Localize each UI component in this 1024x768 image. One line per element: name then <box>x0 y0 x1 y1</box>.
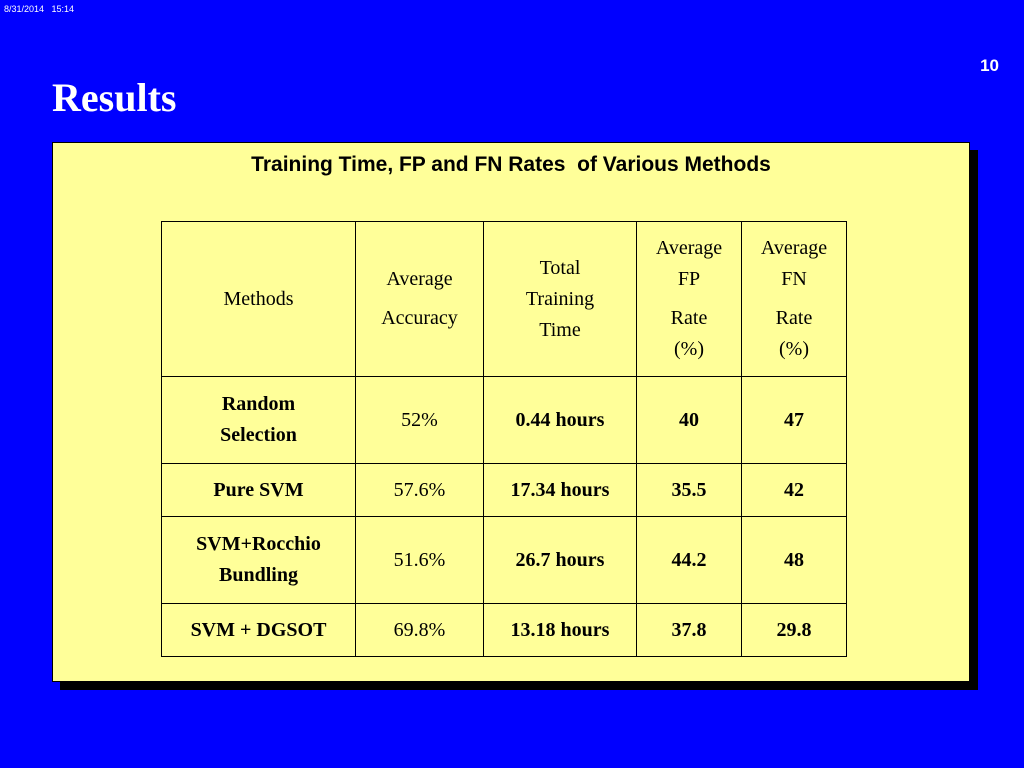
cell-accuracy: 51.6% <box>355 516 484 604</box>
cell-fp-rate: 35.5 <box>636 463 742 517</box>
table-header-row: Methods Average Accuracy Total Training … <box>161 221 847 377</box>
cell-fn-rate: 48 <box>741 516 847 604</box>
header-time-line3: Time <box>539 318 581 341</box>
panel-caption: Training Time, FP and FN Rates of Variou… <box>251 153 771 176</box>
header-time-line2: Training <box>525 287 595 310</box>
cell-training-time: 26.7 hours <box>483 516 637 604</box>
cell-fn-rate: 29.8 <box>741 603 847 657</box>
cell-fn-rate: 47 <box>741 376 847 464</box>
header-time-line1: Total <box>539 256 581 279</box>
header-accuracy-line2: Accuracy <box>381 307 458 329</box>
header-accuracy: Average Accuracy <box>355 221 484 377</box>
cell-accuracy: 69.8% <box>355 603 484 657</box>
table-row: SVM + DGSOT 69.8% 13.18 hours 37.8 29.8 <box>161 603 847 657</box>
header-methods: Methods <box>161 221 356 377</box>
header-fn-line2: FN <box>781 268 807 290</box>
cell-method: SVM + DGSOT <box>161 603 356 657</box>
cell-method: SVM+Rocchio Bundling <box>161 516 356 604</box>
page-number: 10 <box>980 56 999 75</box>
header-fn-line3: Rate <box>775 307 813 329</box>
header-fp-line4: (%) <box>674 338 704 360</box>
header-fn-line4: (%) <box>779 338 809 360</box>
slide-title: Results <box>52 75 177 120</box>
method-line1: SVM+Rocchio <box>196 533 321 555</box>
cell-fp-rate: 37.8 <box>636 603 742 657</box>
cell-method: Pure SVM <box>161 463 356 517</box>
method-line1: Random <box>221 393 296 415</box>
cell-training-time: 17.34 hours <box>483 463 637 517</box>
cell-training-time: 0.44 hours <box>483 376 637 464</box>
header-fn-line1: Average <box>760 237 828 259</box>
header-fp-line1: Average <box>655 237 723 259</box>
header-fp-line2: FP <box>677 268 701 290</box>
cell-method: Random Selection <box>161 376 356 464</box>
cell-fp-rate: 44.2 <box>636 516 742 604</box>
cell-accuracy: 52% <box>355 376 484 464</box>
header-fn-rate: Average FN Rate (%) <box>741 221 847 377</box>
cell-training-time: 13.18 hours <box>483 603 637 657</box>
cell-fn-rate: 42 <box>741 463 847 517</box>
method-line2: Bundling <box>219 564 298 586</box>
datestamp: 8/31/2014 15:14 <box>4 4 75 14</box>
header-training-time: Total Training Time <box>483 221 637 377</box>
method-line2: Selection <box>220 424 297 446</box>
cell-accuracy: 57.6% <box>355 463 484 517</box>
results-panel: Training Time, FP and FN Rates of Variou… <box>52 142 970 682</box>
header-methods-label: Methods <box>223 287 294 310</box>
table-row: Pure SVM 57.6% 17.34 hours 35.5 42 <box>161 463 847 517</box>
header-accuracy-line1: Average <box>386 268 453 290</box>
header-fp-rate: Average FP Rate (%) <box>636 221 742 377</box>
header-fp-line3: Rate <box>670 307 708 329</box>
results-table: Methods Average Accuracy Total Training … <box>161 221 847 657</box>
table-row: Random Selection 52% 0.44 hours 40 47 <box>161 376 847 464</box>
table-row: SVM+Rocchio Bundling 51.6% 26.7 hours 44… <box>161 516 847 604</box>
cell-fp-rate: 40 <box>636 376 742 464</box>
